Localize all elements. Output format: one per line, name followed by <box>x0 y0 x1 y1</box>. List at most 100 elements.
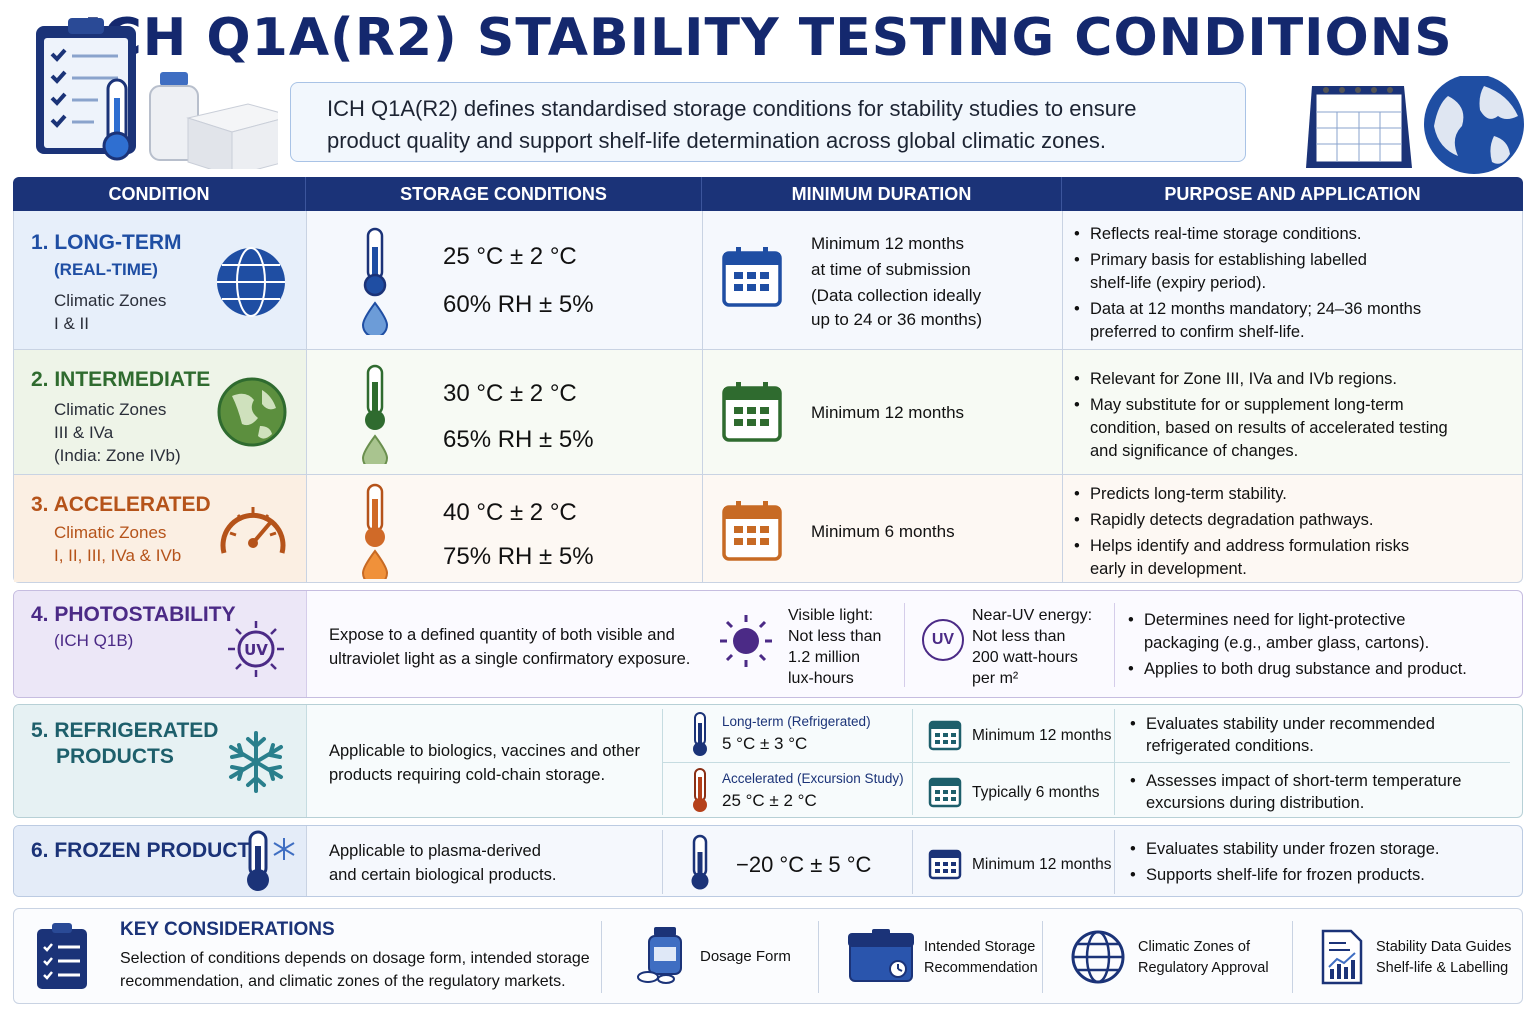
purpose-list: Evaluates stability under frozen storage… <box>1128 838 1440 890</box>
intro-line-2: product quality and support shelf-life d… <box>327 128 1106 153</box>
table-row-accelerated: 3. ACCELERATED Climatic Zones I, II, III… <box>13 475 1523 583</box>
purpose-item: Rapidly detects degradation pathways. <box>1072 509 1409 532</box>
calendar-icon <box>928 777 962 808</box>
long-term-temperature: 5 °C ± 3 °C <box>722 734 808 753</box>
clipboard-thermometer-bottle-illustration <box>36 18 278 169</box>
duration-line-3: (Data collection ideally <box>811 286 982 305</box>
purpose-item: Reflects real-time storage conditions. <box>1072 223 1421 246</box>
climatic-zones-value: I, II, III, IVa & IVb <box>54 546 182 565</box>
condition-subname: (ICH Q1B) <box>54 631 134 650</box>
purpose-item: Evaluates stability under frozen storage… <box>1128 838 1440 861</box>
thermometer-and-droplet-icon <box>361 227 389 335</box>
condition-subname: (REAL-TIME) <box>54 260 158 279</box>
table-row-intermediate: 2. INTERMEDIATE Climatic Zones III & IVa… <box>13 350 1523 475</box>
purpose-item: Primary basis for establishing labelleds… <box>1072 249 1421 295</box>
temperature-value: 25 °C ± 2 °C <box>443 243 577 270</box>
condition-name: 5. REFRIGERATED <box>31 719 219 742</box>
duration-text: Minimum 12 months <box>811 403 965 422</box>
refrigerated-description: Applicable to biologics, vaccines and ot… <box>329 742 640 784</box>
accelerated-temperature: 25 °C ± 2 °C <box>722 791 817 810</box>
climatic-zones-label: Climatic Zones <box>54 291 167 310</box>
key-considerations-title: KEY CONSIDERATIONS <box>120 919 335 940</box>
globe-icon <box>217 247 285 317</box>
condition-name: 2. INTERMEDIATE <box>31 368 211 391</box>
condition-name: 4. PHOTOSTABILITY <box>31 603 236 626</box>
climatic-zones-value: III & IVa <box>54 423 114 442</box>
thermometer-icon <box>693 712 707 756</box>
medicine-bottle-icon <box>637 927 682 984</box>
purpose-item: Applies to both drug substance and produ… <box>1126 658 1467 681</box>
calendar-globe-illustration <box>1306 76 1524 174</box>
visible-light-requirement: Visible light: Not less than 1.2 million lu… <box>788 607 882 687</box>
condition-cell: 1. LONG-TERM (REAL-TIME) Climatic Zones … <box>14 211 306 349</box>
key-item-label: Climatic Zones of Regulatory Approval <box>1138 939 1269 976</box>
condition-name: 1. LONG-TERM <box>31 231 182 254</box>
uv-sun-icon: UV <box>228 621 284 677</box>
calendar-icon <box>928 720 962 751</box>
purpose-item: Data at 12 months mandatory; 24–36 month… <box>1072 298 1421 344</box>
document-chart-icon <box>1321 929 1363 985</box>
photostability-panel: 4. PHOTOSTABILITY (ICH Q1B) UV Expose to… <box>13 590 1523 698</box>
calendar-icon <box>722 247 782 307</box>
thermometer-and-droplet-icon <box>361 483 389 579</box>
condition-name-line-2: PRODUCTS <box>56 745 174 768</box>
uv-icon: UV <box>922 619 964 661</box>
purpose-item: May substitute for or supplement long-te… <box>1072 394 1448 463</box>
purpose-item: Predicts long-term stability. <box>1072 483 1409 506</box>
duration-line-4: up to 24 or 36 months) <box>811 310 983 329</box>
purpose-list: Relevant for Zone III, IVa and IVb regio… <box>1072 368 1448 466</box>
calendar-icon <box>722 501 782 561</box>
accelerated-label: Accelerated (Excursion Study) <box>722 771 904 786</box>
long-term-duration: Minimum 12 months <box>972 727 1112 744</box>
duration-text: Minimum 12 months <box>972 856 1112 873</box>
temperature-value: 40 °C ± 2 °C <box>443 499 577 526</box>
purpose-item: Supports shelf-life for frozen products. <box>1128 864 1440 887</box>
calendar-icon <box>928 849 962 880</box>
frozen-panel: 6. FROZEN PRODUCTS Applicable to plasma-… <box>13 825 1523 897</box>
temperature-value: 30 °C ± 2 °C <box>443 380 577 407</box>
column-header-purpose: PURPOSE AND APPLICATION <box>1061 177 1523 211</box>
condition-name: 3. ACCELERATED <box>31 493 211 516</box>
long-term-label: Long-term (Refrigerated) <box>722 714 871 729</box>
column-header-duration: MINIMUM DURATION <box>701 177 1061 211</box>
speedometer-icon <box>220 507 286 554</box>
key-item-label: Dosage Form <box>700 948 791 965</box>
condition-cell: 2. INTERMEDIATE Climatic Zones III & IVa… <box>14 350 306 474</box>
thermometer-icon <box>691 834 709 890</box>
key-considerations-text: Selection of conditions depends on dosag… <box>120 950 590 990</box>
photostability-description: Expose to a defined quantity of both vis… <box>329 626 691 668</box>
purpose-list: Evaluates stability under recommendedref… <box>1128 713 1461 817</box>
duration-line-1: Minimum 12 months <box>811 234 965 253</box>
humidity-value: 75% RH ± 5% <box>443 543 594 570</box>
duration-text: Minimum 6 months <box>811 522 955 541</box>
page-title: ICH Q1A(R2) STABILITY TESTING CONDITIONS <box>83 8 1453 68</box>
thermometer-and-droplet-icon <box>361 364 389 464</box>
purpose-list: Reflects real-time storage conditions. P… <box>1072 223 1421 347</box>
calendar-icon <box>722 382 782 442</box>
temperature-value: −20 °C ± 5 °C <box>736 852 872 877</box>
duration-line-2: at time of submission <box>811 260 971 279</box>
humidity-value: 65% RH ± 5% <box>443 426 594 453</box>
humidity-value: 60% RH ± 5% <box>443 291 594 318</box>
uv-energy-requirement: Near-UV energy: Not less than 200 watt-hou… <box>972 607 1093 687</box>
condition-cell: 3. ACCELERATED Climatic Zones I, II, III… <box>14 475 306 582</box>
table-row-long-term: 1. LONG-TERM (REAL-TIME) Climatic Zones … <box>13 211 1523 350</box>
table-header: CONDITION STORAGE CONDITIONS MINIMUM DUR… <box>13 177 1523 211</box>
purpose-list: Determines need for light-protectivepack… <box>1126 609 1467 684</box>
purpose-list: Predicts long-term stability. Rapidly de… <box>1072 483 1409 584</box>
purpose-item: Helps identify and address formulation r… <box>1072 535 1409 581</box>
climatic-zones-value: I & II <box>54 314 89 333</box>
column-header-condition: CONDITION <box>108 184 210 204</box>
checklist-icon <box>37 923 87 989</box>
thermometer-snowflake-icon <box>247 830 295 891</box>
climatic-zones-note: (India: Zone IVb) <box>54 446 181 465</box>
column-header-storage: STORAGE CONDITIONS <box>305 177 701 211</box>
svg-text:UV: UV <box>244 641 268 659</box>
condition-name: 6. FROZEN PRODUCTS <box>31 839 265 862</box>
purpose-item: Relevant for Zone III, IVa and IVb regio… <box>1072 368 1448 391</box>
sun-icon <box>720 615 772 667</box>
snowflake-icon <box>229 731 283 793</box>
globe-icon <box>1071 930 1125 984</box>
intro-box: ICH Q1A(R2) defines standardised storage… <box>290 82 1246 162</box>
key-item-label: Stability Data Guides Shelf-life & Labell… <box>1376 939 1512 976</box>
